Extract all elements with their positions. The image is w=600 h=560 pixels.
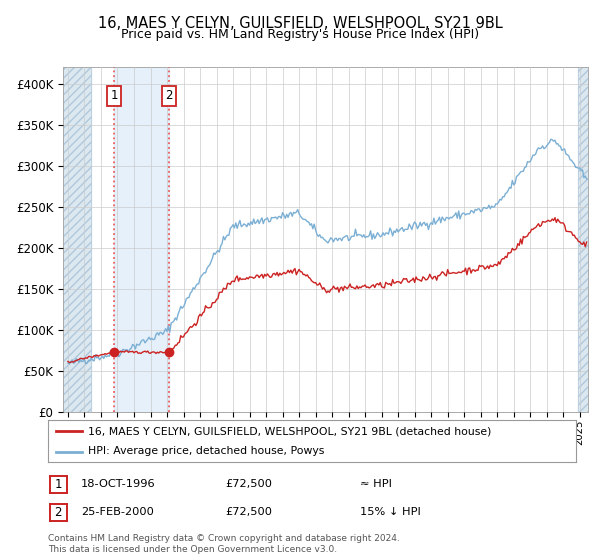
Text: 1: 1 — [55, 478, 62, 491]
Text: This data is licensed under the Open Government Licence v3.0.: This data is licensed under the Open Gov… — [48, 545, 337, 554]
Text: £72,500: £72,500 — [225, 479, 272, 489]
Bar — [578, 67, 588, 412]
Text: Price paid vs. HM Land Registry's House Price Index (HPI): Price paid vs. HM Land Registry's House … — [121, 28, 479, 41]
Bar — [63, 67, 91, 412]
Text: 1: 1 — [110, 90, 118, 102]
Text: Contains HM Land Registry data © Crown copyright and database right 2024.: Contains HM Land Registry data © Crown c… — [48, 534, 400, 543]
Text: ≈ HPI: ≈ HPI — [360, 479, 392, 489]
Text: 2: 2 — [165, 90, 173, 102]
Text: 16, MAES Y CELYN, GUILSFIELD, WELSHPOOL, SY21 9BL: 16, MAES Y CELYN, GUILSFIELD, WELSHPOOL,… — [98, 16, 502, 31]
Text: 25-FEB-2000: 25-FEB-2000 — [81, 507, 154, 517]
Text: 2: 2 — [55, 506, 62, 519]
Bar — [63, 67, 91, 412]
Bar — [578, 67, 588, 412]
Text: £72,500: £72,500 — [225, 507, 272, 517]
Text: 16, MAES Y CELYN, GUILSFIELD, WELSHPOOL, SY21 9BL (detached house): 16, MAES Y CELYN, GUILSFIELD, WELSHPOOL,… — [88, 426, 491, 436]
Text: HPI: Average price, detached house, Powys: HPI: Average price, detached house, Powy… — [88, 446, 324, 456]
Text: 18-OCT-1996: 18-OCT-1996 — [81, 479, 155, 489]
Text: 15% ↓ HPI: 15% ↓ HPI — [360, 507, 421, 517]
Bar — [114, 67, 169, 412]
